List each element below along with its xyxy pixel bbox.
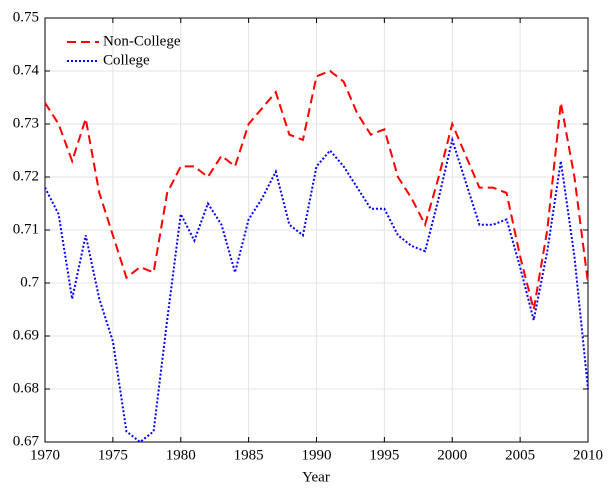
x-tick-label: 1985 bbox=[234, 447, 264, 463]
y-tick-label: 0.7 bbox=[20, 274, 39, 290]
x-tick-label: 1975 bbox=[98, 447, 128, 463]
y-tick-label: 0.75 bbox=[13, 9, 39, 25]
x-tick-label: 2000 bbox=[437, 447, 467, 463]
y-tick-label: 0.73 bbox=[13, 115, 39, 131]
x-axis-label: Year bbox=[302, 469, 330, 485]
data-line bbox=[44, 136, 589, 444]
legend-label: College bbox=[103, 52, 150, 68]
x-tick-label: 1995 bbox=[369, 447, 399, 463]
x-tick-label: 1980 bbox=[166, 447, 196, 463]
plot-frame bbox=[44, 17, 589, 443]
x-tick-label: 2010 bbox=[573, 447, 603, 463]
y-tick-label: 0.68 bbox=[13, 380, 39, 396]
x-tick-label: 2005 bbox=[505, 447, 535, 463]
y-tick-label: 0.69 bbox=[13, 327, 39, 343]
x-tick-label: 1990 bbox=[302, 447, 332, 463]
x-tick-label: 1970 bbox=[30, 447, 60, 463]
y-tick-label: 0.74 bbox=[13, 62, 40, 78]
legend-label: Non-College bbox=[103, 33, 181, 49]
y-tick-label: 0.71 bbox=[13, 221, 39, 237]
data-line bbox=[44, 69, 589, 310]
y-tick-label: 0.72 bbox=[13, 168, 39, 184]
y-tick-label: 0.67 bbox=[13, 433, 40, 449]
